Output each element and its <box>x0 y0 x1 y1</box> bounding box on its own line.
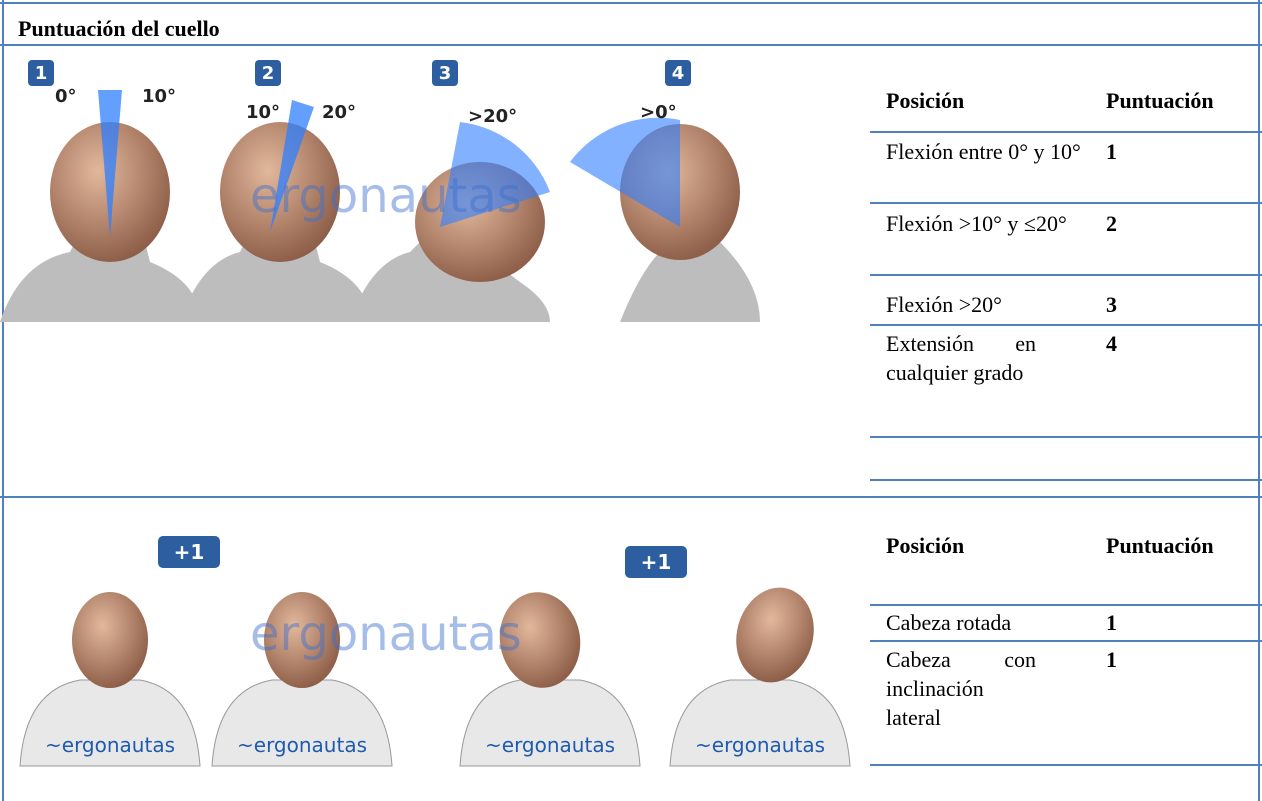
row-line <box>870 604 1262 606</box>
figure-flexion: 1 2 3 4 0° 10° 10° 20° >20° >0° ergonaut… <box>0 60 760 322</box>
column-header: Posición <box>886 533 965 558</box>
border <box>0 496 1262 498</box>
row-line <box>870 479 1262 481</box>
cell: 1 <box>1106 610 1117 635</box>
cell: Cabeza con inclinación lateral <box>886 647 1036 730</box>
badges: 1 2 3 4 <box>28 60 691 86</box>
angle-label: >0° <box>640 102 677 123</box>
row-line <box>870 274 1262 276</box>
badge: +1 <box>174 540 205 564</box>
angle-label: 10° <box>142 86 176 107</box>
angle-label: >20° <box>468 106 517 127</box>
head <box>350 122 550 322</box>
cell: 1 <box>1106 139 1117 164</box>
cell: Flexión >10° y ≤20° <box>886 211 1067 236</box>
cell: 3 <box>1106 292 1117 317</box>
border <box>0 44 1262 46</box>
border <box>1258 0 1260 801</box>
angle-label: 0° <box>55 86 77 107</box>
shirt-logo: ~ergonautas <box>695 733 825 757</box>
angle-label: 10° <box>246 102 280 123</box>
shirt-logo: ~ergonautas <box>45 733 175 757</box>
cell: Flexión entre 0° y 10° <box>886 139 1081 164</box>
badge: 2 <box>262 63 275 84</box>
badge: 3 <box>439 63 452 84</box>
column-header: Puntuación <box>1106 88 1214 113</box>
head <box>180 100 370 322</box>
cell: 2 <box>1106 211 1117 236</box>
title: Puntuación del cuello <box>18 16 220 41</box>
border <box>2 0 4 801</box>
badge: +1 <box>641 550 672 574</box>
watermark: ergonautas <box>250 168 522 224</box>
angle-label: 20° <box>322 102 356 123</box>
row-line <box>870 436 1262 438</box>
shirt-logo: ~ergonautas <box>485 733 615 757</box>
row-line <box>870 324 1262 326</box>
row-line <box>870 640 1262 642</box>
cell: Flexión >20° <box>886 292 1002 317</box>
cell: 4 <box>1106 331 1117 356</box>
badge: 1 <box>35 63 48 84</box>
shirt-logo: ~ergonautas <box>237 733 367 757</box>
figure-rotation: +1 +1 ergonautas ~ergonautas ~ergonautas… <box>19 536 851 767</box>
cell: Extensión en cualquier grado <box>886 331 1036 385</box>
column-header: Posición <box>886 88 965 113</box>
watermark: ergonautas <box>250 606 522 662</box>
head <box>570 117 760 322</box>
row-line <box>870 131 1262 133</box>
row-line <box>870 202 1262 204</box>
badge: 4 <box>672 63 685 84</box>
cell: Cabeza rotada <box>886 610 1012 635</box>
head <box>0 90 200 322</box>
border <box>0 2 1262 4</box>
bodies <box>19 587 851 767</box>
column-header: Puntuación <box>1106 533 1214 558</box>
cell: 1 <box>1106 647 1117 672</box>
row-line <box>870 764 1262 766</box>
